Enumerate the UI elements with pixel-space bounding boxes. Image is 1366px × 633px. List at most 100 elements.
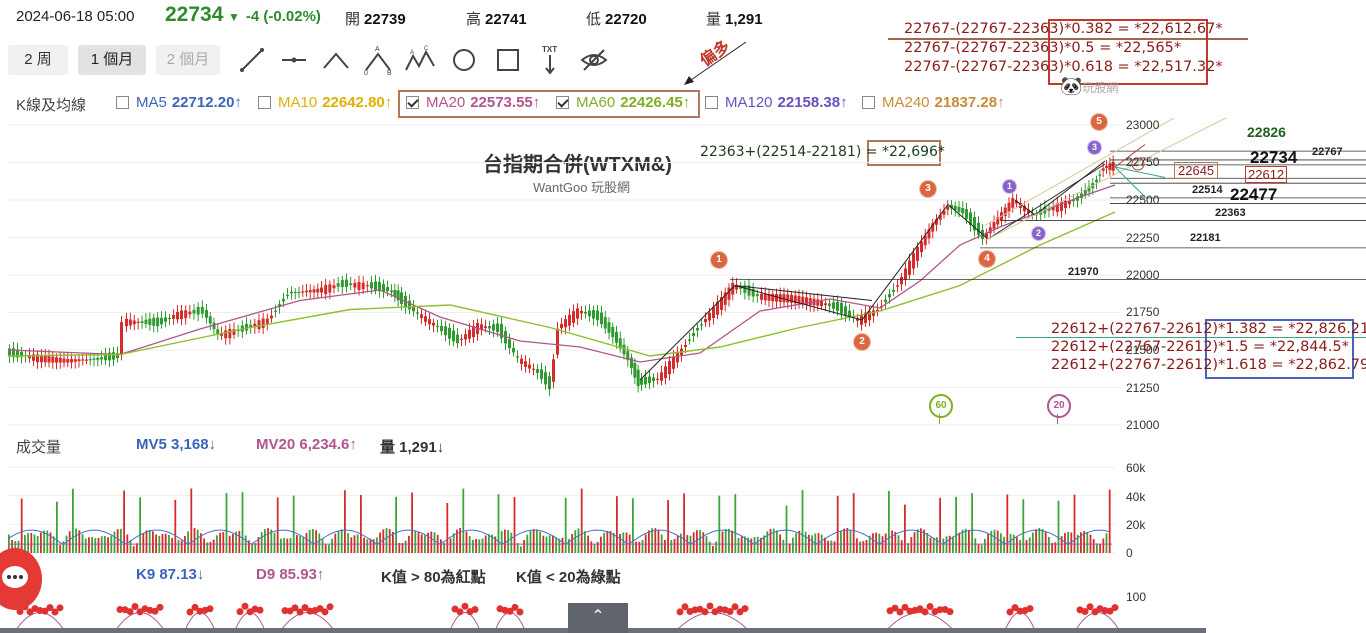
period-2-week-button[interactable]: 2 周	[8, 45, 68, 75]
kd-red-dot	[191, 603, 199, 611]
watermark-logo: 🐼玩股網	[1060, 76, 1118, 97]
text-tool-icon[interactable]: TXT	[534, 44, 566, 76]
wave-mark-1: 1	[711, 252, 727, 268]
ma20-toggle[interactable]: MA20 22573.55↑	[406, 94, 540, 111]
ma20-checkbox[interactable]	[406, 96, 419, 109]
volume-bar	[417, 532, 420, 553]
candle-body	[739, 287, 743, 289]
volume-bar	[107, 537, 109, 553]
candle-body	[973, 216, 976, 231]
wave-line	[987, 163, 1106, 240]
mv5-value: MV5 3,168↓	[136, 436, 217, 453]
volume-bar	[260, 532, 263, 553]
rectangle-tool-icon[interactable]	[492, 44, 524, 76]
volume-bar	[196, 529, 199, 553]
volume-bar	[664, 539, 666, 553]
volume-bar	[1041, 528, 1044, 553]
volume-bar	[385, 528, 388, 553]
ma120-checkbox[interactable]	[705, 96, 718, 109]
candle-body	[212, 322, 216, 330]
trend-line-tool-icon[interactable]	[236, 44, 268, 76]
candle-body	[261, 318, 265, 329]
period-1-month-button[interactable]: 1 個月	[78, 45, 146, 75]
volume-bar	[1105, 533, 1108, 553]
candle-body	[47, 356, 51, 363]
kd-red-dot	[186, 608, 194, 616]
volume-bar	[328, 544, 330, 553]
candle-body	[1080, 193, 1083, 199]
candle-body	[672, 356, 675, 369]
candle-body	[920, 241, 923, 253]
candle-body	[771, 293, 775, 302]
ma5-checkbox[interactable]	[116, 96, 129, 109]
horizontal-line-tool-icon[interactable]	[278, 44, 310, 76]
candle-body	[452, 330, 455, 342]
volume-bar	[472, 539, 474, 553]
volume-bar	[750, 538, 753, 553]
ma10-toggle[interactable]: MA10 22642.80↑	[258, 94, 392, 111]
ma-section-label: K線及均線	[16, 97, 87, 114]
candle-body	[969, 212, 972, 226]
ma240-checkbox[interactable]	[862, 96, 875, 109]
candle-body	[232, 329, 236, 335]
chat-button[interactable]	[0, 548, 42, 610]
kd-curve	[883, 612, 957, 633]
candle-body	[832, 302, 835, 309]
volume-bar	[744, 536, 746, 553]
candle-body	[120, 322, 123, 355]
abc-pattern-tool-icon[interactable]: A 0 B	[362, 44, 394, 76]
peak-tool-icon[interactable]	[320, 44, 352, 76]
circle-tool-icon[interactable]	[448, 44, 480, 76]
ma5-toggle[interactable]: MA5 22712.20↑	[116, 94, 242, 111]
kd-red-dot	[471, 605, 479, 613]
volume-bar	[1022, 499, 1025, 553]
ma60-toggle[interactable]: MA60 22426.45↑	[556, 94, 690, 111]
candle-body	[32, 354, 35, 361]
candle-body	[900, 276, 903, 285]
volume-bar	[276, 497, 279, 553]
volume-bar	[891, 530, 893, 553]
candle-body	[51, 356, 55, 363]
volume-bar	[760, 537, 762, 553]
candle-body	[961, 207, 965, 214]
ma10-checkbox[interactable]	[258, 96, 271, 109]
candle-body	[1108, 163, 1112, 171]
volume-bar	[113, 531, 116, 553]
kd-red-dot	[731, 603, 739, 611]
volume-bar	[401, 543, 404, 553]
candle-body	[904, 268, 907, 280]
ma120-toggle[interactable]: MA120 22158.38↑	[705, 94, 848, 111]
candle-body	[908, 260, 911, 275]
wave-pattern-tool-icon[interactable]: AC	[404, 44, 436, 76]
candle-body	[436, 325, 439, 328]
volume-bar	[756, 536, 759, 553]
quote-volume-label: 量	[706, 11, 722, 28]
candle-body	[1027, 209, 1030, 213]
candle-body	[564, 319, 567, 328]
volume-bar	[251, 543, 253, 553]
kd-red-dot	[241, 602, 249, 610]
volume-bar	[996, 530, 999, 553]
wave-mark-4: 4	[979, 251, 995, 267]
kd-red-dot	[681, 603, 689, 611]
kd-red-dot	[936, 606, 944, 614]
candle-body	[668, 360, 671, 375]
kd-red-dot	[131, 603, 139, 611]
candle-body	[516, 356, 519, 358]
ma240-toggle[interactable]: MA240 21837.28↑	[862, 94, 1005, 111]
volume-bar	[478, 539, 481, 553]
volume-bar	[504, 529, 506, 553]
hide-drawings-icon[interactable]	[578, 44, 610, 76]
volume-bar	[395, 496, 397, 553]
ma60-checkbox[interactable]	[556, 96, 569, 109]
collapse-panel-button[interactable]: ⌃	[568, 603, 628, 633]
period-2-month-button[interactable]: 2 個月	[156, 45, 220, 75]
quote-high-value: 22741	[485, 11, 527, 28]
candle-body	[297, 292, 301, 294]
candle-body	[184, 310, 188, 319]
volume-bar	[638, 541, 641, 553]
volume-bar	[532, 529, 535, 553]
candle-body	[816, 299, 820, 306]
volume-bar	[846, 527, 849, 553]
candle-body	[540, 369, 543, 379]
